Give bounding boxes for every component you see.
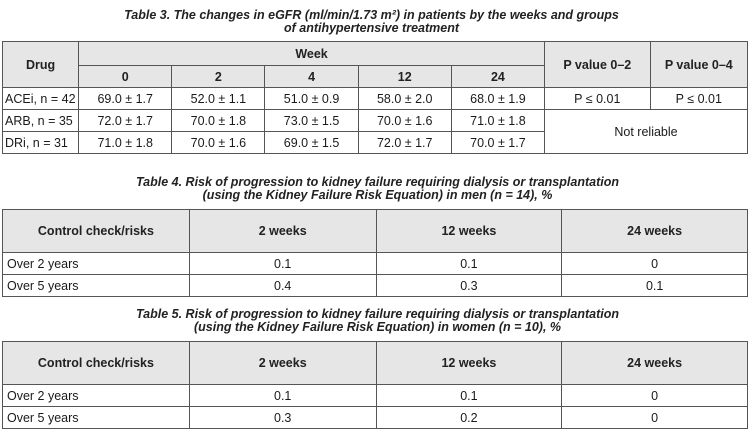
table5-value-cell: 0 <box>561 406 748 429</box>
table3-header-week-2: 2 <box>171 65 266 88</box>
table3-header-drug: Drug <box>1 41 80 88</box>
table3-header-week-0: 0 <box>78 65 173 88</box>
table4-row-label: Over 2 years <box>2 252 190 275</box>
table3-value-cell: 69.0 ± 1.5 <box>264 131 359 154</box>
table4-caption-line1: Table 4. Risk of progression to kidney f… <box>136 175 619 189</box>
table3-drug-cell: ARB, n = 35 <box>1 109 80 132</box>
table3-p-0-2-cell: P ≤ 0.01 <box>543 87 651 110</box>
table3-egfr-changes: Drug Week P value 0–2 P value 0–4 0 2 4 … <box>1 41 749 154</box>
table4-value-cell: 0.4 <box>188 274 377 297</box>
table3-value-cell: 70.0 ± 1.8 <box>171 109 266 132</box>
table3-subheader-row: 0 2 4 12 24 <box>3 65 748 88</box>
table3-caption-line2: of antihypertensive treatment <box>283 21 460 35</box>
table3-caption: Table 3. The changes in eGFR (ml/min/1.7… <box>0 9 747 35</box>
table4-risk-men: Control check/risks 2 weeks 12 weeks 24 … <box>2 209 748 297</box>
table3-value-cell: 52.0 ± 1.1 <box>171 87 266 110</box>
table4-value-cell: 0.1 <box>561 274 748 297</box>
table3-value-cell: 72.0 ± 1.7 <box>357 131 452 154</box>
table5-caption-line1: Table 5. Risk of progression to kidney f… <box>136 307 619 321</box>
table-row: Over 5 years 0.4 0.3 0.1 <box>2 274 748 297</box>
table3-drug-cell: DRi, n = 31 <box>1 131 80 154</box>
table4-header-label: Control check/risks <box>2 209 190 253</box>
table3-value-cell: 68.0 ± 1.9 <box>450 87 545 110</box>
table5-value-cell: 0 <box>561 384 748 407</box>
table3-value-cell: 51.0 ± 0.9 <box>264 87 359 110</box>
table5-header-row: Control check/risks 2 weeks 12 weeks 24 … <box>2 341 748 385</box>
table3-p-0-4-cell: P ≤ 0.01 <box>649 87 749 110</box>
table3-value-cell: 70.0 ± 1.6 <box>171 131 266 154</box>
table3-header-row: Drug Week P value 0–2 P value 0–4 <box>1 41 749 88</box>
table3-value-cell: 71.0 ± 1.8 <box>78 131 173 154</box>
table-row: ACEi, n = 42 69.0 ± 1.7 52.0 ± 1.1 51.0 … <box>1 87 749 110</box>
table4-value-cell: 0.1 <box>188 252 377 275</box>
table3-drug-cell: ACEi, n = 42 <box>1 87 80 110</box>
table-row: Over 5 years 0.3 0.2 0 <box>2 406 748 429</box>
table4-value-cell: 0.1 <box>375 252 563 275</box>
table4-value-cell: 0.3 <box>375 274 563 297</box>
table5-value-cell: 0.1 <box>188 384 377 407</box>
table3-header-week-4: 4 <box>264 65 359 88</box>
table5-header-12-weeks: 12 weeks <box>375 341 563 385</box>
table-row: Over 2 years 0.1 0.1 0 <box>2 252 748 275</box>
table5-row-label: Over 5 years <box>2 406 190 429</box>
table5-risk-women: Control check/risks 2 weeks 12 weeks 24 … <box>2 341 748 429</box>
table3-header-week-12: 12 <box>357 65 452 88</box>
table3-header-p-0-4: P value 0–4 <box>649 41 749 88</box>
table4-header-row: Control check/risks 2 weeks 12 weeks 24 … <box>2 209 748 253</box>
table4-caption-line2: (using the Kidney Failure Risk Equation)… <box>202 188 553 202</box>
table4-header-24-weeks: 24 weeks <box>561 209 748 253</box>
table-row: ARB, n = 35 72.0 ± 1.7 70.0 ± 1.8 73.0 ±… <box>1 109 749 154</box>
table-row: Over 2 years 0.1 0.1 0 <box>2 384 748 407</box>
table5-header-2-weeks: 2 weeks <box>188 341 377 385</box>
table3-value-cell: 70.0 ± 1.7 <box>450 131 545 154</box>
table3-header-week-24: 24 <box>450 65 545 88</box>
table3-not-reliable-cell: Not reliable <box>543 109 749 154</box>
table5-value-cell: 0.2 <box>375 406 563 429</box>
table4-row-label: Over 5 years <box>2 274 190 297</box>
table5-caption-line2: (using the Kidney Failure Risk Equation)… <box>193 320 562 334</box>
table3-value-cell: 73.0 ± 1.5 <box>264 109 359 132</box>
table4-caption: Table 4. Risk of progression to kidney f… <box>2 176 751 202</box>
table3-header-week: Week <box>78 41 545 66</box>
table3-value-cell: 70.0 ± 1.6 <box>357 109 452 132</box>
table5-caption: Table 5. Risk of progression to kidney f… <box>2 308 751 334</box>
table5-header-24-weeks: 24 weeks <box>561 341 748 385</box>
table3-value-cell: 71.0 ± 1.8 <box>450 109 545 132</box>
table5-row-label: Over 2 years <box>2 384 190 407</box>
table3-value-cell: 72.0 ± 1.7 <box>78 109 173 132</box>
table3-header-p-0-2: P value 0–2 <box>543 41 651 88</box>
table4-header-12-weeks: 12 weeks <box>375 209 563 253</box>
table4-value-cell: 0 <box>561 252 748 275</box>
table-row: DRi, n = 31 71.0 ± 1.8 70.0 ± 1.6 69.0 ±… <box>1 131 748 154</box>
table3-value-cell: 58.0 ± 2.0 <box>357 87 452 110</box>
table3-value-cell: 69.0 ± 1.7 <box>78 87 173 110</box>
table5-value-cell: 0.1 <box>375 384 563 407</box>
table4-header-2-weeks: 2 weeks <box>188 209 377 253</box>
table3-caption-line1: Table 3. The changes in eGFR (ml/min/1.7… <box>124 8 619 22</box>
table5-value-cell: 0.3 <box>188 406 377 429</box>
table5-header-label: Control check/risks <box>2 341 190 385</box>
